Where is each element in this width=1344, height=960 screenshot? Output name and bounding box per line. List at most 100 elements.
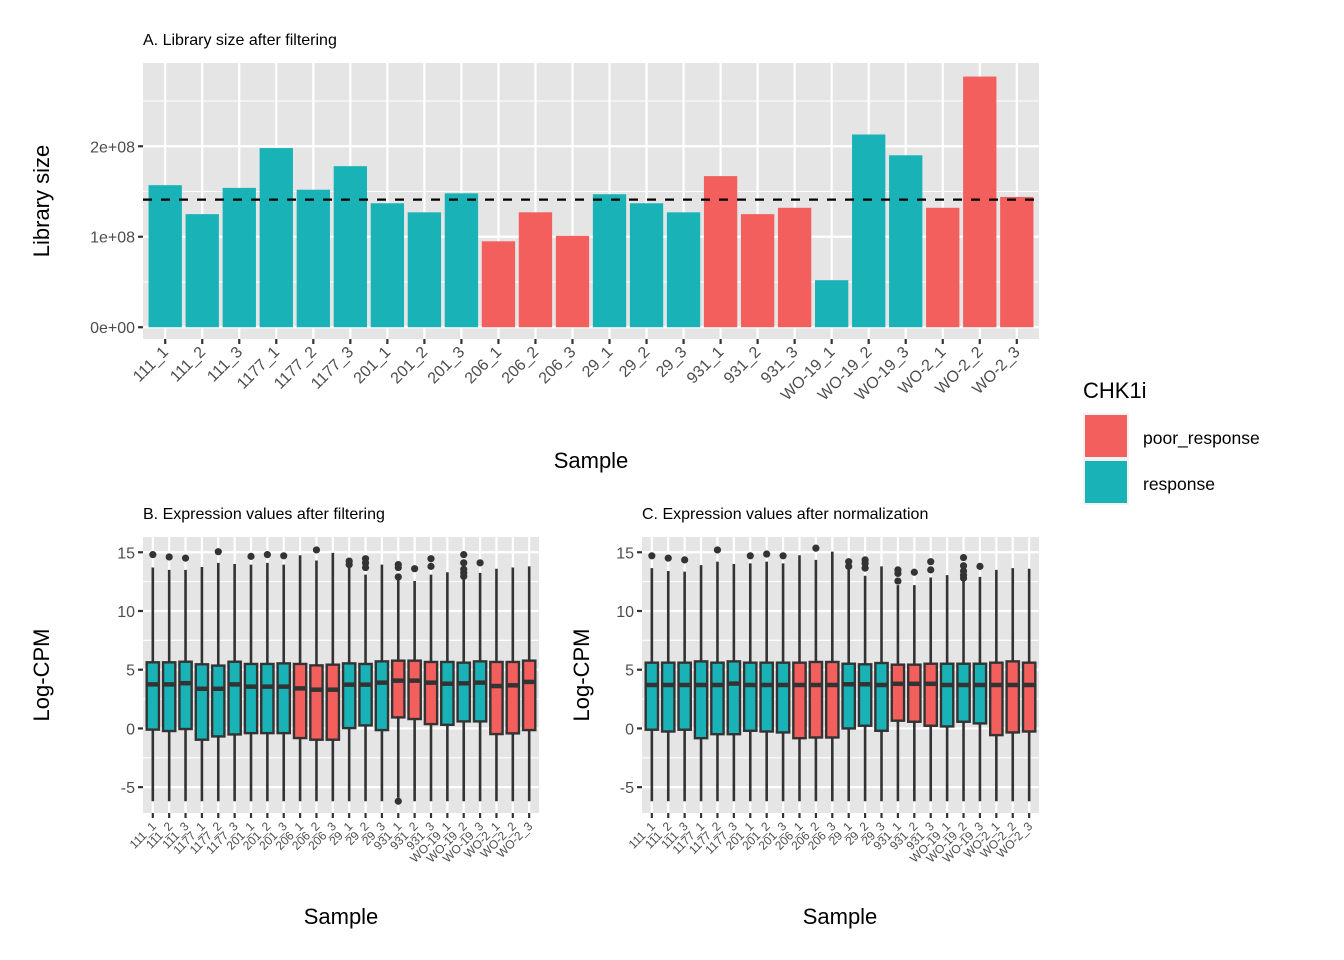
panel-a-x-axis-label: Sample: [554, 448, 629, 473]
box-111_3: [677, 556, 693, 802]
outlier-point: [845, 558, 853, 566]
bar-1177_1: [259, 148, 293, 328]
box-111_1: [644, 552, 660, 802]
box-WO-2_1: [988, 569, 1004, 802]
box-iqr: [759, 661, 775, 733]
box-201_3: [276, 552, 292, 802]
panel-b-x-axis-label: Sample: [304, 904, 379, 929]
legend-title: CHK1i: [1083, 378, 1147, 403]
y-tick-label: 5: [126, 663, 135, 680]
outlier-point: [165, 553, 173, 561]
outlier-point: [427, 562, 435, 570]
box-iqr: [742, 661, 758, 732]
box-iqr: [726, 660, 742, 736]
outlier-point: [763, 550, 771, 558]
panel-a-x-ticks: 111_1111_2111_31177_11177_21177_3201_120…: [130, 339, 1024, 404]
x-tick-label: 111_1: [130, 344, 172, 386]
box-29_2: [857, 556, 873, 802]
box-iqr: [456, 661, 472, 723]
outlier-point: [361, 555, 370, 563]
outlier-point: [648, 552, 656, 560]
box-iqr: [227, 660, 242, 736]
panel-c-boxes: [644, 544, 1037, 802]
box-WO-2_2: [1005, 568, 1021, 802]
y-tick-label: 0: [625, 721, 634, 738]
outlier-point: [779, 552, 787, 560]
box-iqr: [824, 660, 840, 739]
box-iqr: [309, 664, 324, 741]
box-201_1: [243, 552, 259, 802]
outlier-point: [681, 556, 689, 564]
box-111_2: [660, 554, 676, 802]
y-tick-label: -5: [121, 780, 135, 797]
box-1177_2: [710, 546, 725, 802]
box-1177_2: [210, 548, 226, 802]
box-111_2: [161, 553, 177, 802]
box-iqr: [988, 661, 1004, 737]
outlier-point: [664, 554, 672, 562]
box-201_3: [775, 552, 791, 802]
box-iqr: [210, 664, 226, 738]
box-iqr: [505, 660, 521, 735]
y-tick-label: 15: [616, 545, 634, 562]
outlier-point: [312, 546, 321, 554]
outlier-point: [959, 562, 968, 570]
box-iqr: [407, 659, 422, 721]
box-iqr: [644, 661, 660, 731]
bar-206_3: [555, 235, 590, 328]
box-iqr: [972, 662, 988, 725]
outlier-point: [894, 566, 902, 574]
bar-WO-19_3: [889, 155, 923, 328]
bar-201_1: [370, 203, 405, 328]
box-iqr: [341, 662, 357, 730]
box-iqr: [489, 660, 504, 736]
bar-931_2: [740, 214, 775, 328]
x-tick-label: 29_1: [579, 344, 616, 381]
bar-206_2: [518, 212, 553, 328]
box-1177_3: [726, 564, 742, 802]
box-931_3: [423, 555, 439, 802]
panel-a-y-ticks: 0e+00 1e+08 2e+08: [90, 139, 143, 337]
bar-WO-2_3: [1000, 196, 1034, 328]
box-iqr: [874, 661, 889, 732]
outlier-point: [861, 556, 869, 564]
outlier-point: [345, 557, 353, 565]
x-tick-label: 206_1: [462, 344, 506, 388]
box-111_1: [145, 551, 161, 802]
panel-c-x-axis-label: Sample: [803, 904, 878, 929]
box-iqr: [423, 660, 439, 726]
box-111_3: [178, 554, 193, 802]
box-iqr: [956, 662, 971, 723]
outlier-point: [280, 552, 288, 560]
bar-1177_3: [333, 166, 367, 328]
panel-c-title: C. Expression values after normalization: [642, 506, 928, 523]
x-tick-label: 111_2: [167, 344, 209, 386]
bar-WO-2_1: [926, 207, 960, 328]
outlier-point: [460, 551, 468, 559]
bar-111_2: [185, 214, 219, 328]
outlier-point: [713, 546, 722, 554]
box-WO-19_3: [472, 559, 488, 802]
bar-WO-19_2: [852, 134, 886, 328]
box-iqr: [260, 662, 275, 735]
box-1177_3: [227, 564, 242, 802]
bar-111_3: [222, 187, 256, 328]
x-tick-label: 206_2: [499, 344, 543, 388]
outlier-point: [181, 554, 190, 562]
x-tick-label: 1177_3: [308, 344, 357, 393]
bar-206_1: [481, 241, 516, 328]
x-tick-label: 931_1: [684, 344, 728, 388]
outlier-point: [476, 559, 484, 567]
box-iqr: [939, 662, 955, 728]
box-931_1: [890, 566, 906, 802]
bar-29_3: [666, 212, 701, 328]
panel-b-title: B. Expression values after filtering: [143, 506, 385, 523]
box-206_1: [292, 555, 308, 802]
y-tick-label: 0: [126, 721, 135, 738]
outlier-point: [976, 562, 984, 570]
box-931_3: [923, 558, 939, 802]
outlier-point: [746, 552, 754, 560]
outlier-point: [959, 567, 968, 575]
box-iqr: [677, 661, 693, 731]
box-WO-19_3: [972, 562, 988, 802]
